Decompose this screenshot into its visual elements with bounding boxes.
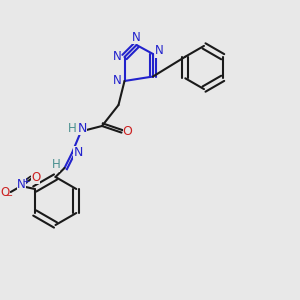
Text: N: N [132,31,141,44]
Text: O: O [31,171,40,184]
Text: N: N [112,74,122,88]
Text: H: H [68,122,76,136]
Text: N: N [17,178,26,191]
Text: N: N [112,50,122,64]
Text: N: N [78,122,87,136]
Text: H: H [52,158,61,172]
Text: +: + [22,177,29,186]
Text: O: O [1,186,10,200]
Text: N: N [155,44,164,58]
Text: O: O [123,125,132,139]
Text: −: − [5,190,13,201]
Text: N: N [73,146,83,159]
